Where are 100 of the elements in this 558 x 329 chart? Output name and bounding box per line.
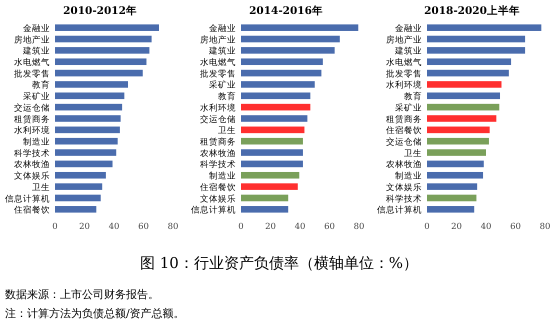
y-tick-label: 交运仓储 bbox=[386, 136, 422, 148]
bar bbox=[241, 206, 288, 213]
bar bbox=[427, 115, 496, 122]
bar bbox=[55, 47, 150, 54]
y-tick-label: 卫生 bbox=[32, 182, 50, 193]
y-tick-label: 制造业 bbox=[395, 170, 422, 182]
bar bbox=[55, 160, 113, 168]
bar bbox=[427, 92, 500, 100]
x-tick-label: 80 bbox=[168, 222, 178, 232]
y-tick-label: 水利环境 bbox=[14, 125, 50, 136]
bar bbox=[241, 104, 310, 110]
bar bbox=[241, 138, 303, 144]
y-tick-label: 水电燃气 bbox=[14, 57, 50, 68]
y-tick-label: 住宿餐饮 bbox=[200, 182, 236, 193]
bar bbox=[55, 58, 146, 66]
bar bbox=[55, 206, 96, 213]
y-tick-label: 批发零售 bbox=[14, 68, 50, 80]
bar bbox=[55, 36, 152, 42]
bar bbox=[241, 47, 335, 54]
bar bbox=[427, 36, 526, 42]
bar bbox=[241, 58, 323, 66]
y-tick-label: 租赁商务 bbox=[14, 114, 50, 125]
bar bbox=[55, 172, 106, 179]
x-tick-label: 20 bbox=[451, 222, 462, 232]
y-tick-label: 农林牧渔 bbox=[200, 148, 236, 159]
x-tick-label: 60 bbox=[324, 222, 335, 232]
text: 注：计算方法为负债总额/资产总额。 bbox=[5, 307, 185, 320]
y-tick-label: 批发零售 bbox=[386, 68, 422, 80]
x-tick-label: 0 bbox=[52, 222, 58, 232]
y-tick-label: 卫生 bbox=[404, 148, 422, 159]
bar bbox=[241, 126, 304, 134]
bar bbox=[241, 92, 310, 100]
y-tick-label: 房地产业 bbox=[386, 34, 422, 46]
bar bbox=[427, 172, 484, 179]
y-tick-label: 批发零售 bbox=[200, 68, 236, 80]
bar bbox=[427, 149, 486, 156]
y-tick-label: 信息计算机 bbox=[377, 204, 422, 216]
y-tick-label: 采矿业 bbox=[395, 102, 422, 114]
bar bbox=[55, 24, 159, 31]
y-tick-label: 建筑业 bbox=[394, 46, 422, 57]
y-tick-label: 金融业 bbox=[23, 22, 50, 34]
y-tick-label: 农林牧渔 bbox=[14, 159, 50, 170]
bar bbox=[55, 183, 102, 190]
y-tick-label: 水利环境 bbox=[386, 80, 422, 91]
y-tick-label: 教育 bbox=[404, 91, 422, 102]
y-tick-label: 租赁商务 bbox=[386, 114, 422, 125]
x-tick-label: 80 bbox=[354, 222, 364, 232]
bar bbox=[427, 194, 476, 202]
y-tick-label: 教育 bbox=[218, 91, 236, 102]
bar bbox=[55, 115, 121, 122]
y-tick-label: 文体娱乐 bbox=[14, 170, 50, 182]
y-tick-label: 教育 bbox=[32, 80, 50, 91]
y-tick-label: 科学技术 bbox=[14, 148, 50, 159]
bar bbox=[241, 194, 288, 202]
bar bbox=[55, 138, 118, 144]
x-tick-label: 40 bbox=[480, 222, 492, 232]
y-tick-label: 建筑业 bbox=[208, 46, 236, 57]
y-tick-label: 采矿业 bbox=[23, 91, 50, 102]
chart-title: 2014-2016年 bbox=[249, 4, 323, 17]
y-tick-label: 金融业 bbox=[395, 22, 422, 34]
x-tick-label: 20 bbox=[79, 222, 90, 232]
bar bbox=[427, 58, 512, 66]
chart-title: 2010-2012年 bbox=[63, 4, 137, 17]
y-tick-label: 科学技术 bbox=[386, 193, 422, 204]
y-tick-label: 卫生 bbox=[218, 125, 236, 136]
bar bbox=[427, 104, 500, 110]
bar bbox=[55, 126, 120, 134]
y-tick-label: 采矿业 bbox=[209, 80, 236, 91]
x-tick-label: 40 bbox=[108, 222, 120, 232]
y-tick-label: 交运仓储 bbox=[14, 102, 50, 114]
bar bbox=[241, 36, 340, 42]
x-tick-label: 60 bbox=[138, 222, 149, 232]
y-tick-label: 科学技术 bbox=[200, 159, 236, 170]
y-tick-label: 农林牧渔 bbox=[386, 159, 422, 170]
y-tick-label: 信息计算机 bbox=[5, 193, 50, 204]
bar bbox=[241, 183, 298, 190]
bar bbox=[427, 138, 489, 144]
y-tick-label: 信息计算机 bbox=[191, 204, 236, 216]
bar bbox=[241, 70, 322, 76]
bar bbox=[55, 104, 122, 110]
bar bbox=[427, 126, 490, 134]
bar bbox=[55, 149, 116, 156]
y-tick-label: 住宿餐饮 bbox=[386, 125, 422, 136]
bar bbox=[241, 149, 303, 156]
y-tick-label: 文体娱乐 bbox=[386, 182, 422, 193]
y-tick-label: 水电燃气 bbox=[386, 57, 422, 68]
x-tick-label: 40 bbox=[294, 222, 306, 232]
bar bbox=[427, 81, 502, 88]
y-tick-label: 住宿餐饮 bbox=[14, 204, 50, 216]
bar bbox=[55, 92, 124, 100]
bar bbox=[427, 206, 474, 213]
y-tick-label: 房地产业 bbox=[200, 34, 236, 46]
y-tick-label: 制造业 bbox=[23, 136, 50, 148]
bar bbox=[55, 194, 101, 202]
bar bbox=[241, 115, 308, 122]
bar bbox=[427, 183, 478, 190]
chart-title: 2018-2020上半年 bbox=[424, 4, 520, 17]
x-tick-label: 0 bbox=[424, 222, 430, 232]
y-tick-label: 交运仓储 bbox=[200, 114, 236, 125]
caption: 图 10：行业资产负债率（横轴单位：%） bbox=[140, 254, 418, 272]
